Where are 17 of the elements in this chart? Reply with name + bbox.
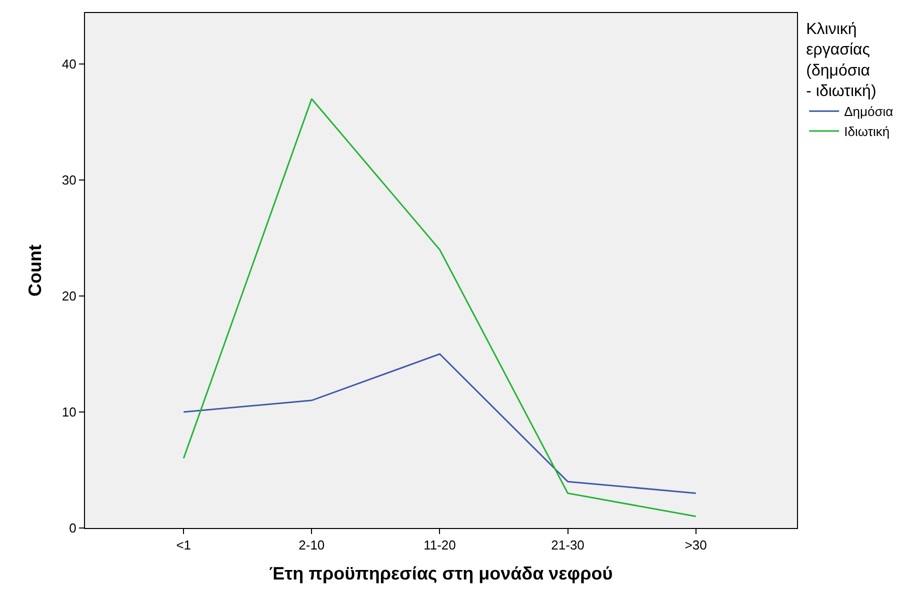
y-axis-title: Count [25, 244, 46, 296]
legend-title: Κλινική εργασίας (δημόσια - ιδιωτική) [806, 20, 876, 100]
y-tick-label: 10 [62, 404, 76, 420]
legend-label: Ιδιωτική [844, 124, 890, 140]
y-tick-label: 30 [62, 172, 76, 188]
x-tick-label: 21-30 [551, 538, 584, 553]
line-series [182, 353, 697, 494]
y-tick-label: 40 [62, 56, 76, 72]
x-tick-label: <1 [176, 538, 192, 553]
y-tick-label: 0 [69, 520, 76, 536]
x-axis-title: Έτη προϋπηρεσίας στη μονάδα νεφρού [269, 564, 613, 584]
legend-label: Δημόσια [844, 104, 894, 120]
x-tick-label: >30 [684, 538, 707, 553]
x-tick-label: 11-20 [424, 538, 456, 553]
line-series [182, 98, 697, 518]
x-tick-label: 2-10 [298, 538, 325, 553]
y-tick-label: 20 [62, 288, 76, 304]
